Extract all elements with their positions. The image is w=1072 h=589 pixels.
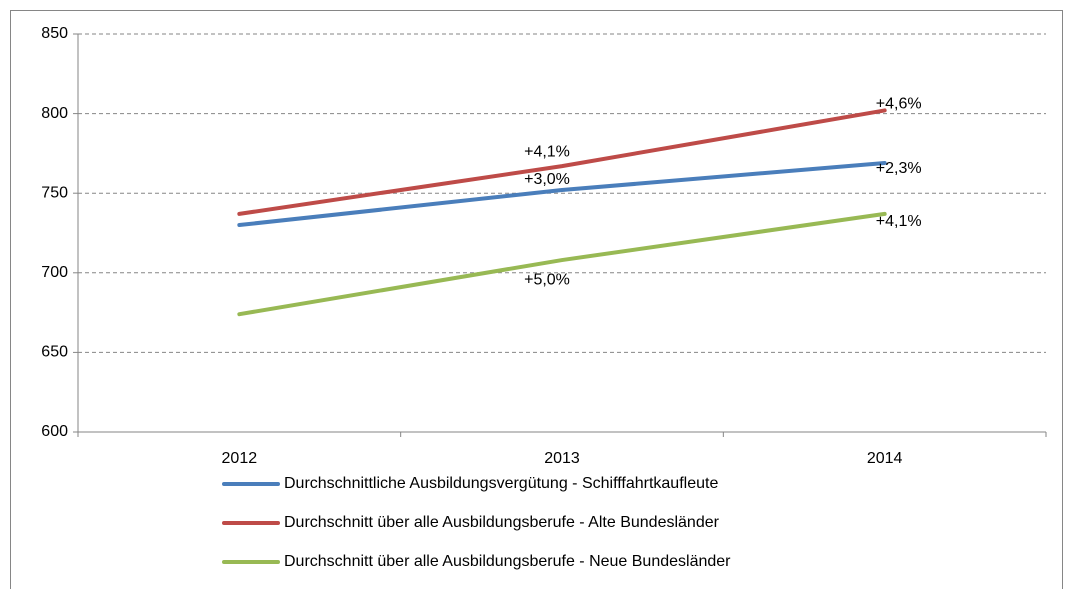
series-line: [237, 108, 887, 216]
y-tick-label: 700: [41, 264, 68, 281]
legend-label: Durchschnitt über alle Ausbildungsberufe…: [284, 514, 720, 531]
y-tick-label: 750: [41, 184, 68, 201]
data-label: +4,1%: [524, 143, 570, 160]
data-label: +3,0%: [524, 171, 570, 188]
y-tick-label: 600: [41, 423, 68, 440]
data-label: +4,1%: [876, 213, 922, 230]
data-label: +5,0%: [524, 271, 570, 288]
series-line: [237, 160, 887, 228]
x-tick-label: 2013: [544, 450, 580, 467]
data-label: +4,6%: [876, 96, 922, 113]
y-tick-label: 850: [41, 25, 68, 42]
series-line: [237, 211, 887, 317]
data-label: +2,3%: [876, 160, 922, 177]
legend-label: Durchschnitt über alle Ausbildungsberufe…: [284, 553, 731, 570]
chart-border: [10, 10, 1063, 589]
y-tick-label: 800: [41, 105, 68, 122]
legend-label: Durchschnittliche Ausbildungsvergütung -…: [284, 475, 718, 492]
x-tick-label: 2014: [867, 450, 903, 467]
x-tick-label: 2012: [222, 450, 258, 467]
y-tick-label: 650: [41, 344, 68, 361]
